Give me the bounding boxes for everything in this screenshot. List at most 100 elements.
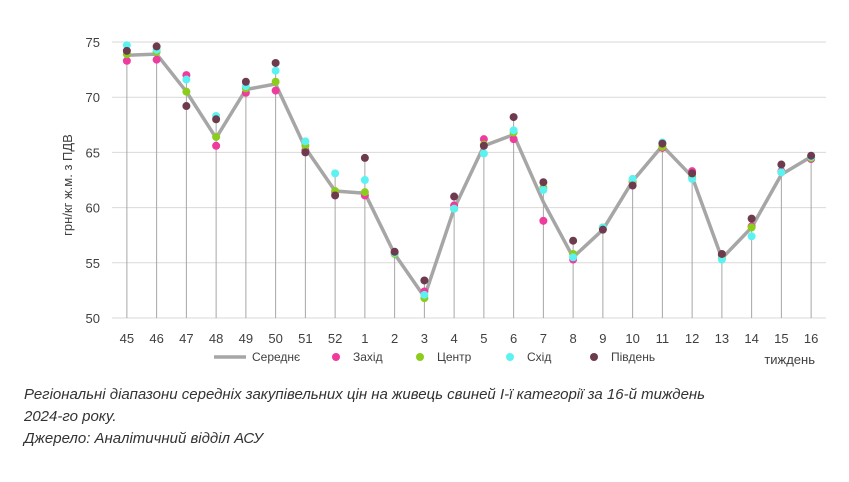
point-Південь [658, 139, 667, 148]
x-tick-label: 9 [599, 331, 606, 346]
x-tick-label: 47 [179, 331, 193, 346]
x-tick-label: 3 [421, 331, 428, 346]
point-Схід [420, 290, 429, 299]
y-tick-label: 65 [86, 145, 100, 160]
x-tick-label: 50 [268, 331, 282, 346]
gridlines [112, 41, 826, 319]
point-Південь [450, 192, 459, 201]
legend-label: Схід [527, 350, 551, 364]
x-tick-label: 7 [540, 331, 547, 346]
point-Центр [360, 188, 369, 197]
marker-group [122, 41, 816, 303]
legend-label: Захід [353, 350, 383, 364]
point-Центр [182, 87, 191, 96]
point-Захід [539, 216, 548, 225]
legend-label: Середнє [252, 350, 300, 364]
point-Схід [509, 126, 518, 135]
x-axis-ticks: 45 46 47 48 49 50 51 52 1 2 3 4 5 6 7 8 9 10 11 12 13 14 15 16 [120, 331, 819, 346]
point-Схід [539, 185, 548, 194]
range-lines [126, 45, 812, 318]
point-Південь [212, 115, 221, 124]
point-Південь [241, 77, 250, 86]
point-Захід [509, 135, 518, 144]
average-line [126, 52, 812, 299]
point-Південь [271, 58, 280, 67]
point-Південь [301, 148, 310, 157]
y-tick-label: 70 [86, 90, 100, 105]
x-tick-label: 5 [480, 331, 487, 346]
point-Південь [122, 46, 131, 55]
point-Південь [598, 225, 607, 234]
legend-swatch-Захід [332, 353, 340, 361]
x-tick-label: 13 [715, 331, 729, 346]
point-Південь [509, 113, 518, 122]
point-Схід [628, 174, 637, 183]
point-Захід [271, 86, 280, 95]
point-Південь [717, 249, 726, 258]
point-Південь [569, 236, 578, 245]
point-Південь [539, 178, 548, 187]
x-tick-label: 8 [570, 331, 577, 346]
point-Південь [331, 191, 340, 200]
average-line-group [126, 52, 812, 299]
caption-source: Джерело: Аналітичний відділ АСУ [24, 430, 263, 447]
point-Захід [152, 55, 161, 64]
point-Захід [212, 141, 221, 150]
point-Південь [390, 247, 399, 256]
point-Південь [479, 141, 488, 150]
point-Південь [420, 276, 429, 285]
x-tick-label: 45 [120, 331, 134, 346]
x-tick-label: 1 [361, 331, 368, 346]
x-tick-label: 6 [510, 331, 517, 346]
point-Схід [688, 174, 697, 183]
x-tick-label: 51 [298, 331, 312, 346]
point-Схід [182, 75, 191, 84]
legend-label: Центр [437, 350, 472, 364]
x-tick-label: 49 [239, 331, 253, 346]
x-tick-label: 14 [744, 331, 758, 346]
x-tick-label: 4 [451, 331, 458, 346]
y-tick-label: 55 [86, 256, 100, 271]
legend-swatch-Схід [506, 353, 514, 361]
point-Південь [182, 102, 191, 111]
x-tick-label: 11 [656, 331, 670, 346]
x-tick-label: 46 [149, 331, 163, 346]
point-Південь [360, 153, 369, 162]
point-Південь [747, 214, 756, 223]
point-Південь [152, 42, 161, 51]
point-Схід [747, 232, 756, 241]
x-tick-label: 15 [774, 331, 788, 346]
point-Центр [271, 77, 280, 86]
caption: Регіональні діапазони середніх закупівел… [24, 384, 824, 450]
y-tick-label: 60 [86, 201, 100, 216]
legend-swatch-Південь [590, 353, 598, 361]
point-Схід [360, 176, 369, 184]
y-tick-label: 75 [86, 35, 100, 50]
y-tick-label: 50 [86, 311, 100, 326]
point-Південь [688, 169, 697, 178]
y-axis-title: грн/кг ж.м. з ПДВ [60, 134, 75, 236]
y-axis-ticks: 50 55 60 65 70 75 [86, 35, 100, 326]
point-Захід [122, 56, 131, 65]
caption-line-1: Регіональні діапазони середніх закупівел… [24, 386, 706, 403]
x-tick-label: 48 [209, 331, 223, 346]
point-Південь [807, 151, 816, 160]
x-tick-label: 10 [625, 331, 639, 346]
point-Схід [301, 137, 310, 146]
point-Схід [569, 253, 578, 262]
legend-swatch-Центр [416, 353, 424, 361]
point-Центр [747, 223, 756, 232]
point-Схід [717, 255, 726, 264]
x-tick-label: 52 [328, 331, 342, 346]
x-tick-label: 16 [804, 331, 818, 346]
point-Захід [479, 135, 488, 144]
legend: Середнє Захід Центр Схід Південь [214, 350, 655, 364]
point-Центр [212, 132, 221, 141]
x-axis-title: тиждень [764, 352, 815, 367]
caption-line-2: 2024-го року. [24, 408, 117, 425]
x-tick-label: 2 [391, 331, 398, 346]
point-Схід [271, 66, 280, 75]
point-Південь [777, 160, 786, 169]
point-Південь [628, 181, 637, 190]
